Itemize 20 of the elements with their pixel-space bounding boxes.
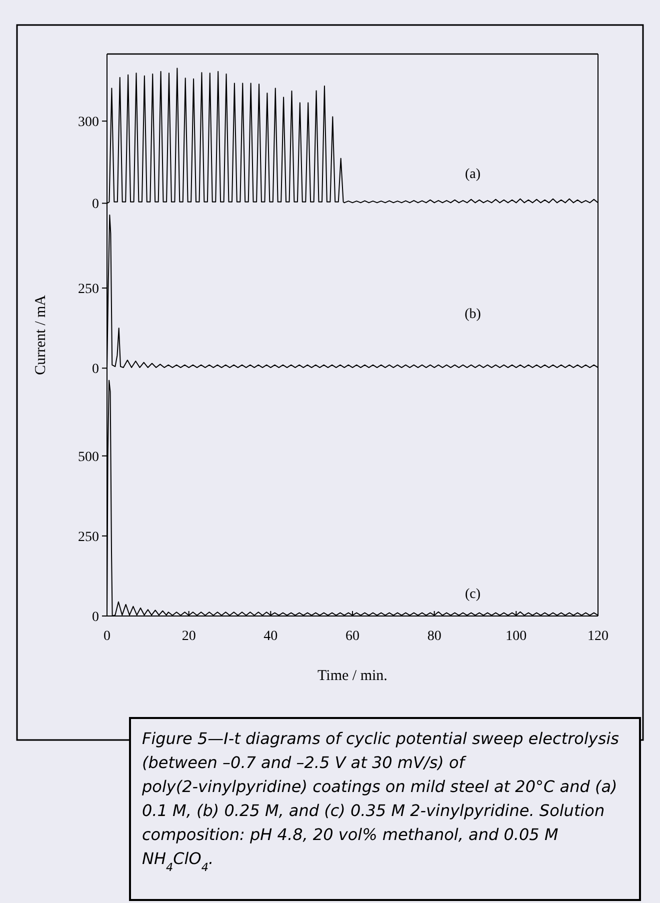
y-axis-title: Current / mA (33, 294, 49, 375)
y-tick-label: 250 (78, 530, 99, 545)
x-tick-label: 0 (104, 629, 110, 644)
y-tick-label: 300 (78, 115, 99, 130)
x-tick-label: 60 (346, 629, 360, 644)
y-tick-label: 0 (92, 197, 99, 212)
x-tick-label: 20 (182, 629, 196, 644)
y-tick-label: 250 (78, 282, 99, 297)
x-axis-title: Time / min. (318, 668, 388, 684)
annotation: (a) (465, 167, 481, 182)
x-tick-label: 100 (506, 629, 527, 644)
x-tick-label: 40 (264, 629, 278, 644)
x-tick-label: 80 (427, 629, 442, 644)
x-tick-label: 120 (588, 629, 608, 644)
annotation: (c) (465, 587, 481, 602)
annotation: (b) (464, 307, 482, 322)
y-tick-label: 0 (92, 610, 99, 625)
text: Figure 5—I-t diagrams of cyclic potential sweep electrolysis (between –0.7 and –2.5 V at 30 mV/s) of poly(2-vinylpyridine) coatings on mild steel at 20°C and (a) 0.1 M, (b) 0.25 M, and (c) 0.35 M 2-vinylpyridine. Solution composition: pH 4.8, 20 vol% methanol, and 0.05 M NH$_{4}$ClO$_{4}$. (142, 729, 619, 874)
y-tick-label: 500 (78, 450, 99, 465)
y-tick-label: 0 (92, 362, 99, 378)
